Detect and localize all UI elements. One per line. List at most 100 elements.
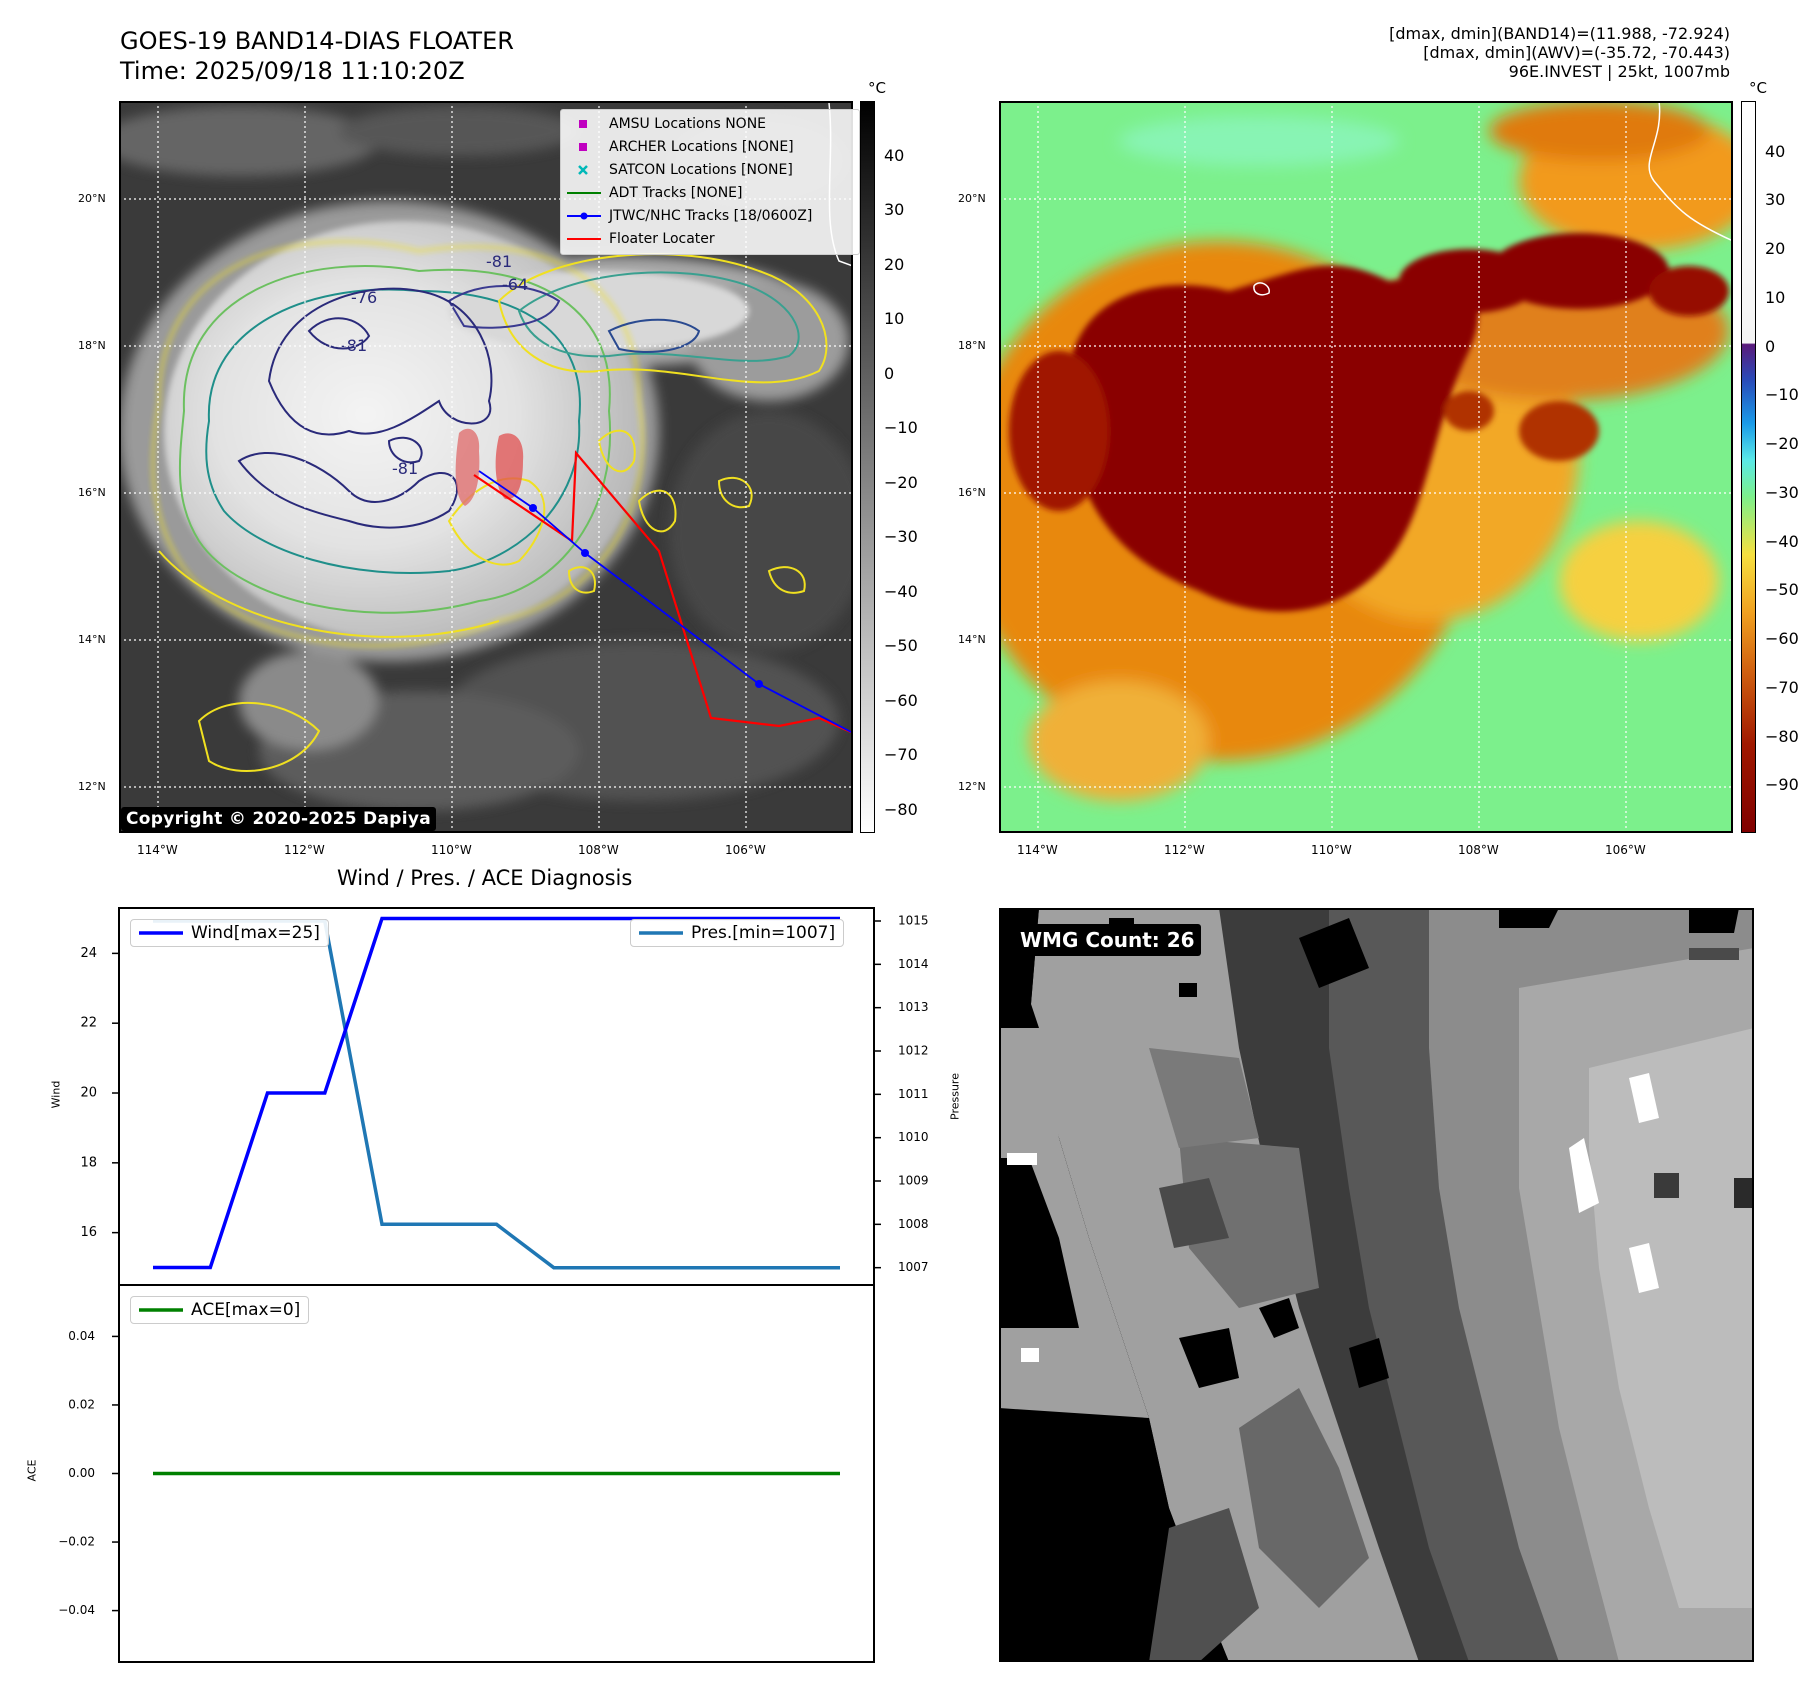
ir-lon-label: 106°W xyxy=(725,843,766,857)
ir-lat-label: 14°N xyxy=(78,633,106,646)
awv-colorbar-unit: °C xyxy=(1749,79,1767,97)
contour-label: -64 xyxy=(502,275,528,294)
wind-series-line xyxy=(153,916,840,1270)
awv-image xyxy=(999,101,1733,833)
pressure-legend-line-icon xyxy=(639,931,683,935)
awv-lon-label: 114°W xyxy=(1017,843,1058,857)
colorbar-tick: −20 xyxy=(1765,434,1799,453)
pressure-tick-label: 1012 xyxy=(898,1044,929,1058)
colorbar-tick: 30 xyxy=(884,200,905,219)
legend-label: SATCON Locations [NONE] xyxy=(609,161,793,178)
colorbar-tick: −70 xyxy=(1765,678,1799,697)
ace-tick-label: 0.00 xyxy=(68,1466,95,1480)
wind-tick-label: 16 xyxy=(80,1225,97,1240)
ir-colorbar-unit: °C xyxy=(868,79,886,97)
colorbar-tick: −40 xyxy=(884,582,918,601)
wind-tick-label: 22 xyxy=(80,1016,97,1031)
ir-colorbar-ticks: 40 30 20 10 0 −10 −20 −30 −40 −50 −60 −7… xyxy=(878,101,938,833)
pressure-tick-label: 1008 xyxy=(898,1217,929,1231)
figure-title-line1: GOES-19 BAND14-DIAS FLOATER xyxy=(120,27,514,55)
awv-lon-label: 112°W xyxy=(1164,843,1205,857)
legend-label: Floater Locater xyxy=(609,230,715,247)
pressure-series-line xyxy=(153,919,840,1270)
legend-label: ARCHER Locations [NONE] xyxy=(609,138,794,155)
jtwc-line-icon xyxy=(567,212,601,219)
colorbar-tick: −70 xyxy=(884,745,918,764)
awv-stats: [dmax, dmin](AWV)=(-35.72, -70.443) xyxy=(1423,43,1730,62)
ir-colorbar xyxy=(860,101,875,833)
awv-panel-frame xyxy=(999,101,1733,833)
awv-lon-label: 108°W xyxy=(1458,843,1499,857)
colorbar-tick: −20 xyxy=(884,473,918,492)
colorbar-tick: −60 xyxy=(884,691,918,710)
storm-summary: 96E.INVEST | 25kt, 1007mb xyxy=(1508,62,1730,81)
track-point xyxy=(529,504,537,512)
wind-axis-ticks: 24 22 20 18 16 xyxy=(80,946,119,1240)
ace-tick-label: 0.04 xyxy=(68,1329,95,1343)
colorbar-tick: −60 xyxy=(1765,629,1799,648)
legend-jtwc: JTWC/NHC Tracks [18/0600Z] xyxy=(567,204,853,227)
track-point xyxy=(581,549,589,557)
diagnosis-title: Wind / Pres. / ACE Diagnosis xyxy=(337,866,633,890)
legend-label: AMSU Locations NONE xyxy=(609,115,767,132)
wind-tick-label: 24 xyxy=(80,946,97,961)
wind-tick-label: 18 xyxy=(80,1155,97,1170)
colorbar-tick: −50 xyxy=(1765,580,1799,599)
colorbar-tick: −10 xyxy=(884,418,918,437)
colorbar-tick: −50 xyxy=(884,636,918,655)
ir-lat-label: 16°N xyxy=(78,486,106,499)
awv-lon-label: 110°W xyxy=(1311,843,1352,857)
wind-legend: Wind[max=25] xyxy=(130,919,329,947)
ace-axis-ticks: 0.04 0.02 0.00 −0.02 −0.04 xyxy=(58,1329,119,1617)
legend-label: JTWC/NHC Tracks [18/0600Z] xyxy=(609,207,813,224)
ir-lon-label: 112°W xyxy=(284,843,325,857)
ace-tick-label: −0.02 xyxy=(58,1535,95,1549)
colorbar-tick: 0 xyxy=(884,364,895,383)
copyright-badge: Copyright © 2020-2025 Dapiya xyxy=(121,807,436,831)
pressure-axis-label: Pressure xyxy=(948,1073,962,1120)
colorbar-tick: 40 xyxy=(1765,142,1786,161)
ace-tick-label: 0.02 xyxy=(68,1397,95,1411)
legend-archer: ARCHER Locations [NONE] xyxy=(567,135,853,158)
ace-axis-label: ACE xyxy=(25,1459,39,1482)
colorbar-tick: 10 xyxy=(884,309,905,328)
floater-shade xyxy=(455,428,480,506)
legend-adt: ADT Tracks [NONE] xyxy=(567,181,853,204)
satcon-x-icon xyxy=(578,164,588,175)
floater-shade xyxy=(495,433,524,500)
figure-title-line2: Time: 2025/09/18 11:10:20Z xyxy=(120,57,465,85)
pressure-tick-label: 1013 xyxy=(898,1000,929,1014)
colorbar-tick: 40 xyxy=(884,146,905,165)
ir-lon-label: 108°W xyxy=(578,843,619,857)
awv-lon-label: 106°W xyxy=(1605,843,1646,857)
colorbar-tick: −90 xyxy=(1765,775,1799,794)
wind-legend-label: Wind[max=25] xyxy=(191,923,320,943)
wmg-panel: WMG Count: 26 xyxy=(999,908,1754,1662)
awv-lat-label: 18°N xyxy=(958,339,986,352)
colorbar-tick: −30 xyxy=(884,527,918,546)
track-point xyxy=(755,680,763,688)
pressure-legend: Pres.[min=1007] xyxy=(630,919,845,947)
ir-lat-label: 12°N xyxy=(78,780,106,793)
ir-panel-frame xyxy=(119,101,853,833)
ir-satellite-panel: -81 -76 -81 -81 -64 AMSU Locations N xyxy=(119,101,860,833)
awv-colorbar-ticks: 40 30 20 10 0 −10 −20 −30 −40 −50 −60 −7… xyxy=(1759,101,1813,833)
colorbar-tick: 10 xyxy=(1765,288,1786,307)
contour-label: -81 xyxy=(392,459,418,478)
figure-title: GOES-19 BAND14-DIAS FLOATER Time: 2025/0… xyxy=(120,26,514,86)
ace-legend-label: ACE[max=0] xyxy=(191,1300,301,1320)
pressure-axis-ticks: 1015 1014 1013 1012 1011 1010 1009 1008 1007 xyxy=(874,914,929,1274)
awv-lat-label: 12°N xyxy=(958,780,986,793)
legend-amsu: AMSU Locations NONE xyxy=(567,112,853,135)
floater-locater-track xyxy=(473,450,853,735)
contour-label: -81 xyxy=(486,252,512,271)
pressure-tick-label: 1011 xyxy=(898,1087,929,1101)
ace-legend-line-icon xyxy=(139,1308,183,1312)
amsu-marker-icon xyxy=(579,119,587,128)
pressure-legend-label: Pres.[min=1007] xyxy=(691,923,836,943)
wmg-image xyxy=(999,908,1754,1662)
pressure-tick-label: 1014 xyxy=(898,957,929,971)
wind-axis-label: Wind xyxy=(49,1080,63,1109)
pressure-tick-label: 1010 xyxy=(898,1130,929,1144)
ir-lat-label: 20°N xyxy=(78,192,106,205)
